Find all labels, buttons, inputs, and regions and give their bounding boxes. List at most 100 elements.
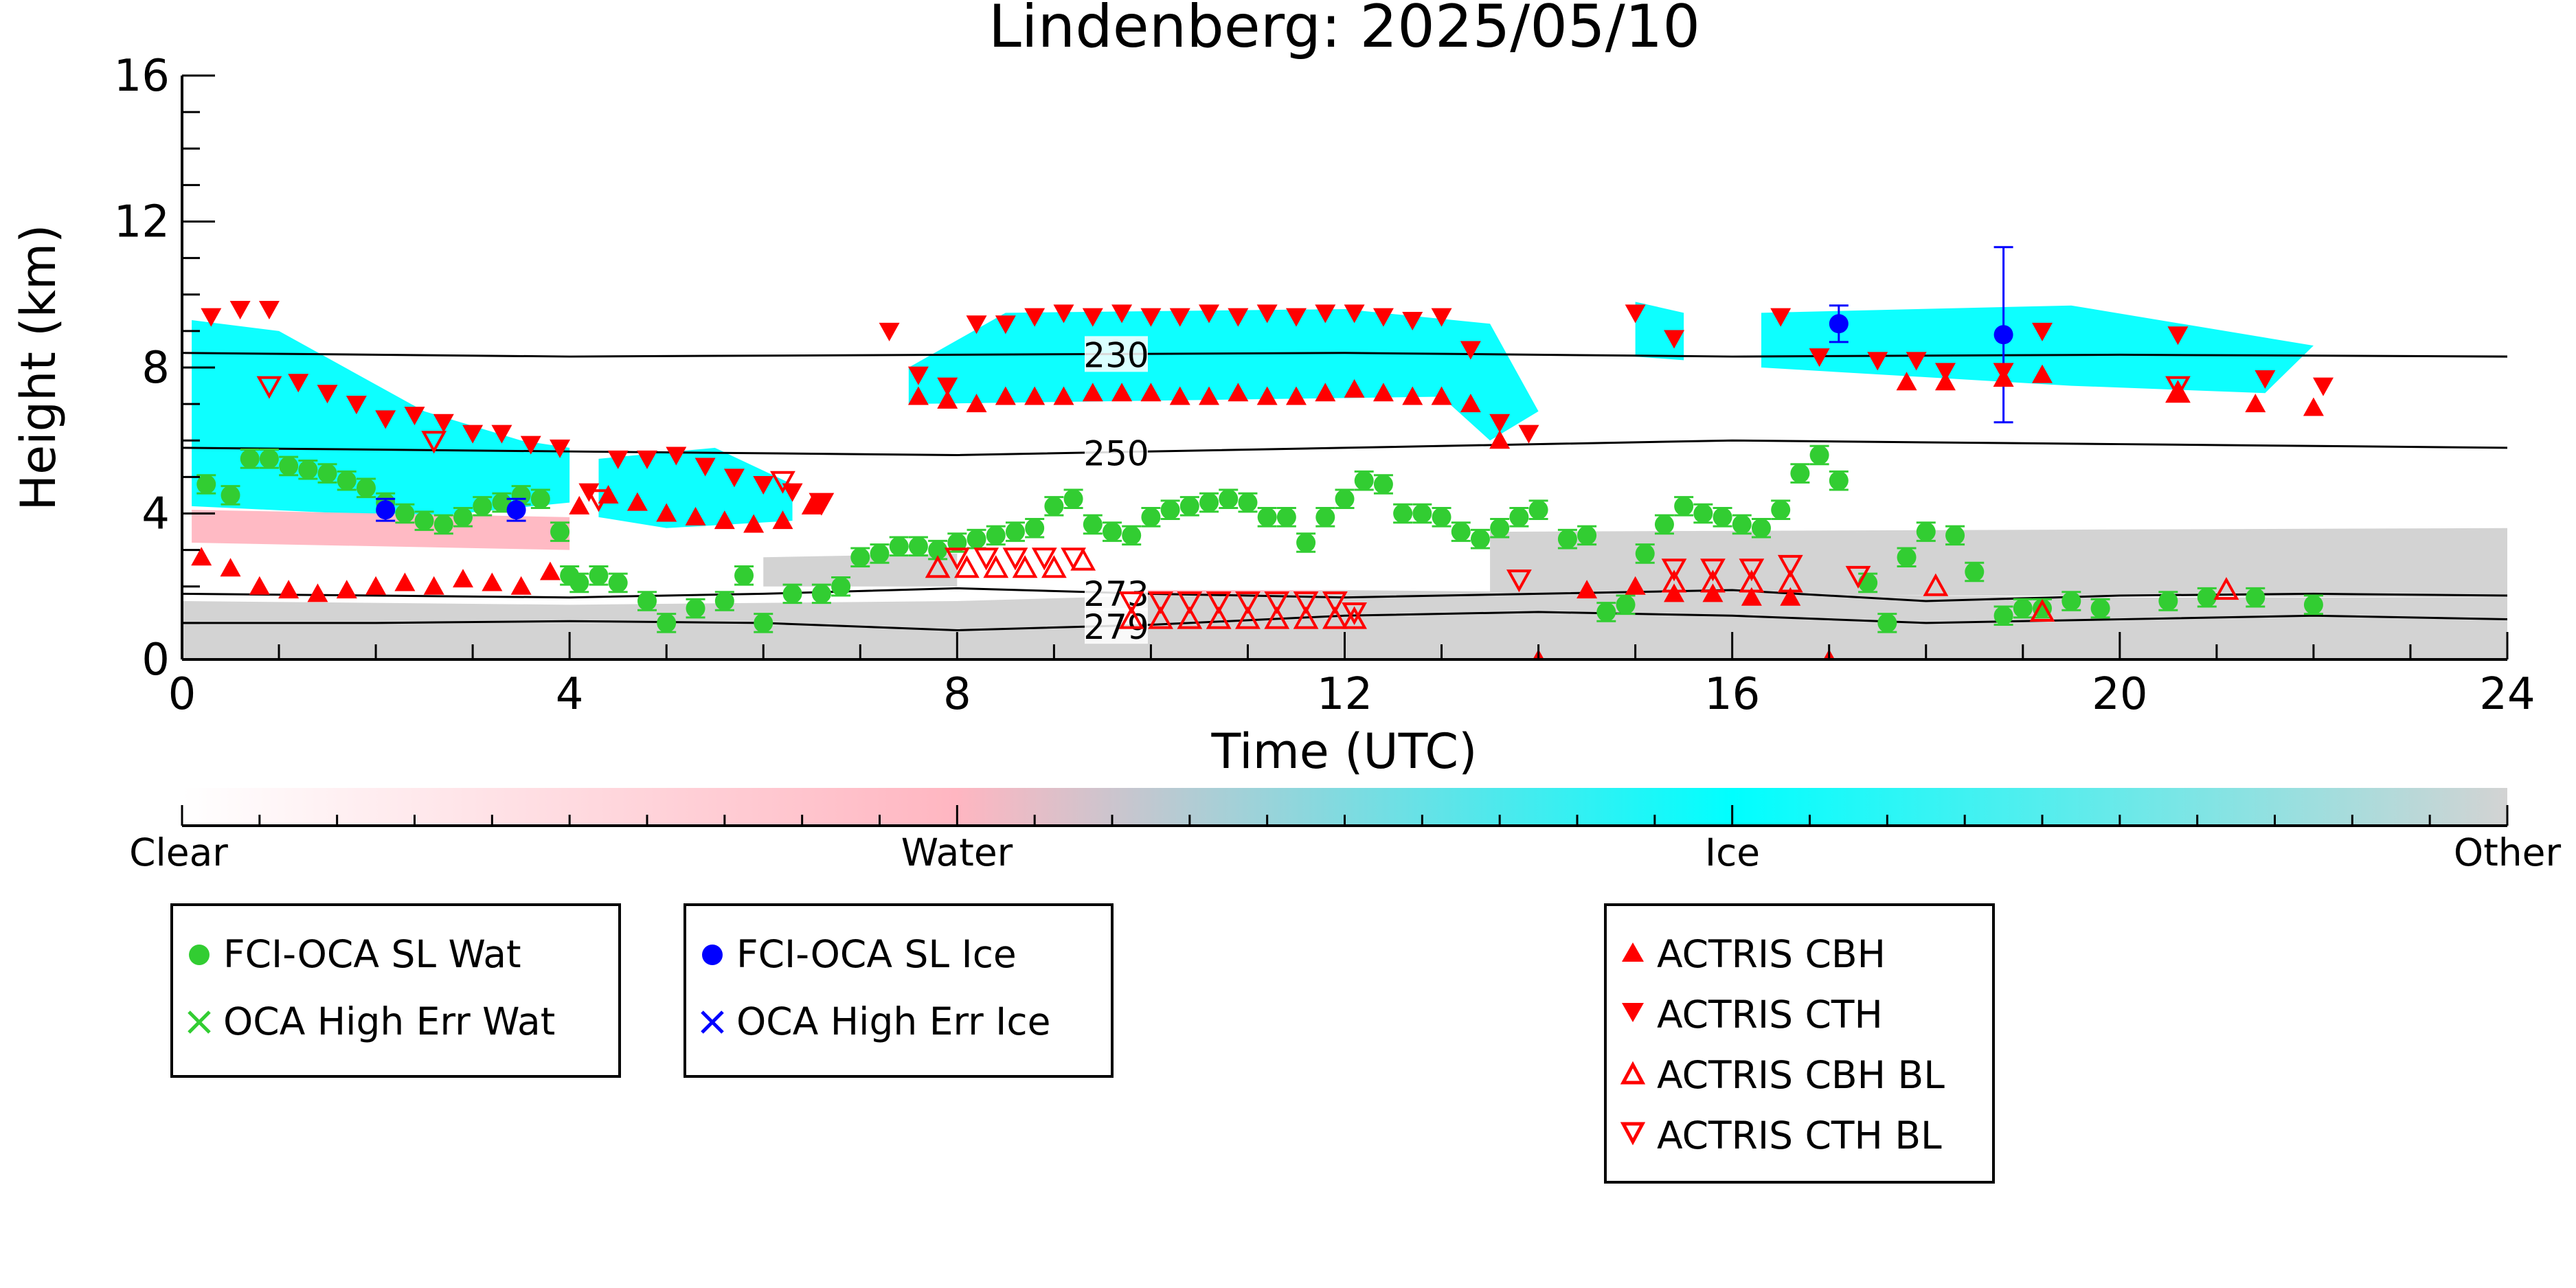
actris-cth-bl-point-8 [1031, 547, 1057, 571]
fci-oca-sl-wat-point-44 [1083, 515, 1103, 534]
fci-oca-sl-wat-point-14 [473, 496, 493, 516]
fci-oca-sl-wat-point-74 [1674, 496, 1694, 516]
fci-oca-sl-wat-point-39 [986, 526, 1006, 545]
actris-cth-bl-point-16 [1293, 591, 1319, 615]
legend-water: FCI-OCA SL Wat OCA High Err Wat [170, 903, 621, 1078]
colorbar: Clear Water Ice Other [129, 788, 2561, 874]
y-tick-label-8: 8 [142, 343, 170, 394]
actris-cth-point-15 [637, 450, 657, 469]
actris-cth-point-3 [288, 374, 309, 393]
legend-water-frame [170, 903, 621, 1078]
actris-cth-bl-point-0 [256, 376, 282, 399]
fci-oca-sl-wat-point-71 [1616, 595, 1636, 615]
y-tick-label-0: 0 [142, 635, 170, 686]
x-tick-label-20: 20 [2092, 669, 2147, 720]
actris-cth-point-29 [1082, 308, 1103, 327]
fci-oca-sl-wat-point-90 [2013, 598, 2033, 618]
actris-cth-point-2 [258, 301, 280, 319]
fci-oca-sl-wat-point-11 [414, 511, 434, 531]
actris-cth-bl-point-17 [1322, 591, 1348, 615]
fci-oca-sl-wat-point-25 [686, 598, 705, 618]
y-tick-label-4: 4 [142, 489, 170, 540]
fci-oca-sl-wat-point-35 [908, 536, 928, 556]
isotherm-label-bg-279 [1085, 608, 1148, 644]
actris-cth-point-50 [1906, 352, 1927, 371]
legend-marker-actris-cth-bl [1620, 1122, 1646, 1146]
mask-region-water-6 [192, 510, 570, 550]
fci-oca-sl-wat-point-10 [395, 504, 415, 523]
fci-oca-sl-wat-point-72 [1635, 543, 1655, 563]
y-tick-label-16: 16 [114, 51, 170, 102]
actris-cth-bl-point-15 [1264, 591, 1290, 615]
fci-oca-sl-wat-point-4 [279, 456, 299, 476]
actris-cbh-bl-point-22 [2213, 576, 2239, 600]
actris-cbh-point-8 [423, 576, 444, 595]
isotherm-label-bg-230 [1085, 336, 1148, 372]
actris-cth-point-28 [1053, 304, 1074, 324]
fci-oca-sl-wat-point-78 [1751, 518, 1771, 538]
legend-label-actris-cth: ACTRIS CTH [1657, 993, 1883, 1037]
isotherm-label-230: 230 [1083, 335, 1149, 375]
fci-oca-sl-wat-point-82 [1829, 471, 1849, 490]
actris-cth-point-52 [1993, 363, 2014, 382]
mask-region-other-9 [763, 553, 958, 587]
legend-actris: ACTRIS CBH ACTRIS CTH ACTRIS CBH BL ACTR… [1604, 903, 1995, 1184]
fci-oca-sl-wat-point-43 [1063, 489, 1083, 509]
actris-cbh-point-12 [539, 561, 561, 580]
legend-label-oca-high-err-wat: OCA High Err Wat [223, 999, 555, 1043]
fci-oca-sl-wat-point-70 [1596, 602, 1616, 622]
y-axis-label: Height (km) [10, 225, 67, 511]
legend-marker-actris-cth [1622, 1003, 1644, 1022]
actris-cth-bl-point-11 [1148, 591, 1173, 615]
fci-oca-sl-wat-point-37 [947, 533, 967, 552]
actris-cbh-point-4 [307, 583, 328, 602]
fci-oca-sl-ice-point-2 [1829, 314, 1849, 334]
fci-oca-sl-wat-point-29 [782, 584, 802, 604]
actris-cbh-point-6 [365, 576, 387, 595]
actris-cbh-bl-point-9 [1206, 606, 1232, 629]
fci-oca-sl-wat-point-94 [2158, 591, 2178, 611]
actris-cth-point-6 [375, 410, 396, 429]
actris-cth-point-9 [462, 425, 484, 444]
actris-cbh-point-10 [482, 572, 503, 591]
fci-oca-sl-wat-point-34 [889, 536, 909, 556]
actris-cth-bl-point-4 [809, 493, 835, 516]
actris-cbh-point-22 [907, 386, 929, 405]
actris-cth-bl-point-14 [1235, 591, 1261, 615]
actris-cbh-bl-point-19 [1923, 573, 1949, 596]
actris-cbh-point-11 [510, 576, 532, 595]
actris-cbh-point-44 [1577, 580, 1598, 599]
actris-cbh-bl-point-7 [1148, 606, 1173, 629]
fci-oca-sl-wat-point-65 [1490, 518, 1510, 538]
actris-cbh-bl-point-16 [1700, 569, 1726, 593]
actris-cth-point-37 [1315, 304, 1336, 324]
actris-cth-point-40 [1402, 311, 1423, 330]
actris-cbh-point-46 [1664, 583, 1685, 602]
fci-oca-sl-wat-point-13 [453, 507, 473, 527]
actris-cbh-bl-point-11 [1264, 606, 1290, 629]
fci-oca-sl-wat-point-54 [1276, 507, 1296, 527]
fci-oca-sl-wat-point-6 [317, 464, 337, 484]
fci-oca-sl-wat-point-61 [1412, 504, 1432, 523]
actris-cbh-point-2 [249, 576, 270, 595]
fci-oca-sl-wat-point-53 [1257, 507, 1277, 527]
actris-cbh-point-19 [743, 514, 765, 533]
fci-oca-sl-wat-point-32 [850, 547, 870, 567]
fci-oca-sl-wat-point-67 [1528, 500, 1548, 520]
fci-oca-sl-wat-point-75 [1693, 504, 1713, 523]
mask-region-other-10 [1490, 528, 2507, 598]
actris-cth-bl-point-19 [1506, 569, 1532, 593]
actris-cth-point-48 [1809, 348, 1830, 368]
actris-cbh-point-37 [1344, 379, 1365, 398]
actris-cth-point-21 [811, 494, 832, 513]
actris-cth-point-0 [201, 308, 222, 327]
fci-oca-sl-wat-point-48 [1160, 500, 1180, 520]
actris-cth-point-10 [491, 425, 512, 444]
fci-oca-sl-wat-point-89 [1993, 606, 2013, 626]
legend-label-oca-high-err-ice: OCA High Err Ice [736, 999, 1050, 1043]
fci-oca-sl-wat-point-69 [1577, 526, 1597, 545]
fci-oca-sl-wat-point-96 [2246, 587, 2266, 607]
actris-cth-point-17 [694, 457, 716, 477]
actris-cth-point-11 [520, 436, 541, 455]
